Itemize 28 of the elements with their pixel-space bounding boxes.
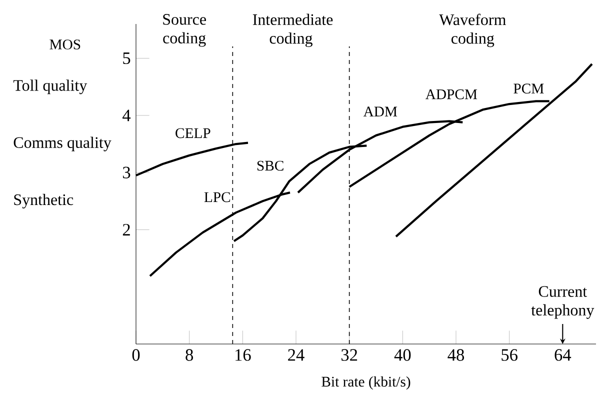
- x-tick-label: 64: [554, 349, 572, 361]
- x-tick-label: 48: [448, 349, 464, 361]
- text: Synthetic: [14, 194, 74, 208]
- y-tick-label: 4: [122, 110, 131, 122]
- annotation: Waveform coding: [439, 14, 506, 48]
- x-tick-label: 56: [502, 349, 518, 361]
- x-tick-label: 40: [394, 349, 411, 361]
- x-tick-label: 0: [132, 349, 140, 361]
- x-tick-label: 8: [186, 349, 194, 361]
- y-tick-label: 2: [122, 224, 130, 236]
- y-tick-label: 3: [123, 166, 130, 178]
- text: Comms quality: [14, 136, 112, 152]
- series-label: ADPCM: [425, 89, 478, 100]
- y-tick-label: 5: [123, 52, 130, 64]
- x-tick-label: 32: [342, 349, 358, 361]
- annotation: Intermediate coding: [252, 14, 333, 48]
- series-label: SBC: [257, 160, 284, 171]
- series-label: PCM: [514, 84, 544, 94]
- annotation: Source coding: [163, 14, 206, 47]
- text: Toll quality: [13, 80, 88, 94]
- x-axis-title: Bit rate (kbit/s): [322, 376, 410, 390]
- x-tick-label: 24: [288, 349, 304, 361]
- series-label: LPC: [204, 192, 230, 202]
- series-label: CELP: [176, 128, 210, 138]
- x-tick-label: 16: [236, 349, 251, 361]
- annotation: Current telephony: [531, 286, 594, 319]
- series-label: ADM: [363, 106, 398, 116]
- y-axis-title: MOS: [50, 40, 80, 50]
